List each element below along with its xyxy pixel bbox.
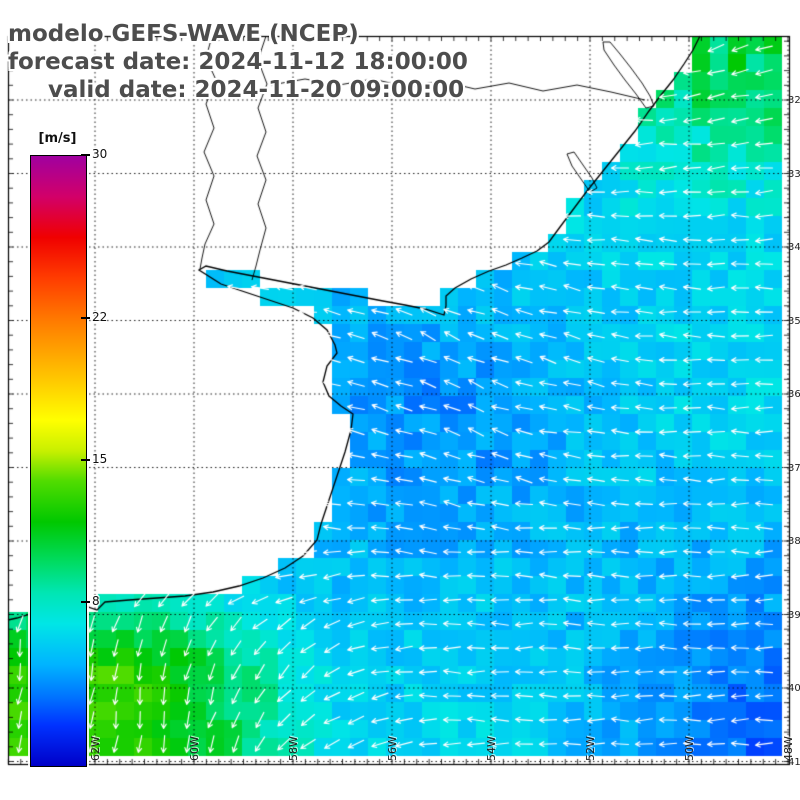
colorbar-tick-mark bbox=[81, 601, 90, 604]
lon-tick-label: 58W bbox=[287, 736, 300, 761]
lon-tick-label: 60W bbox=[188, 736, 201, 761]
colorbar-unit-label: [m/s] bbox=[38, 131, 77, 146]
lon-tick-label: 50W bbox=[683, 736, 696, 761]
lon-tick-label: 52W bbox=[584, 736, 597, 761]
colorbar-tick-label: 22 bbox=[92, 309, 108, 324]
colorbar-tick-label: 15 bbox=[92, 452, 108, 466]
lat-tick-label: 40S bbox=[788, 683, 800, 694]
colorbar-tick-label: 30 bbox=[92, 147, 108, 161]
figure-header: modelo GEFS-WAVE (NCEP) forecast date: 2… bbox=[8, 20, 468, 104]
colorbar-tick-mark bbox=[81, 154, 90, 156]
colorbar-tick-mark bbox=[81, 316, 90, 319]
lat-tick-label: 34S bbox=[788, 242, 800, 253]
lon-tick-label: 56W bbox=[386, 736, 399, 761]
lon-tick-label: 62W bbox=[89, 736, 102, 761]
lat-tick-label: 36S bbox=[788, 389, 800, 400]
lat-tick-label: 41S bbox=[788, 756, 800, 768]
forecast-date-line: forecast date: 2024-11-12 18:00:00 bbox=[8, 49, 468, 75]
lat-tick-label: 35S bbox=[788, 315, 800, 327]
lat-tick-label: 38S bbox=[788, 536, 800, 547]
lat-tick-label: 32S bbox=[788, 95, 800, 106]
colorbar-tick-mark bbox=[81, 459, 90, 461]
colorbar-gradient bbox=[30, 155, 87, 767]
lon-tick-label: 54W bbox=[485, 736, 498, 761]
lon-tick-label: 48W bbox=[782, 736, 795, 761]
colorbar-tick-label: 8 bbox=[92, 594, 100, 609]
lat-tick-label: 37S bbox=[788, 462, 800, 474]
model-title: modelo GEFS-WAVE (NCEP) bbox=[8, 21, 359, 47]
lat-tick-label: 33S bbox=[788, 168, 800, 180]
valid-date-line: valid date: 2024-11-20 09:00:00 bbox=[48, 77, 465, 103]
lat-tick-label: 39S bbox=[788, 609, 800, 621]
